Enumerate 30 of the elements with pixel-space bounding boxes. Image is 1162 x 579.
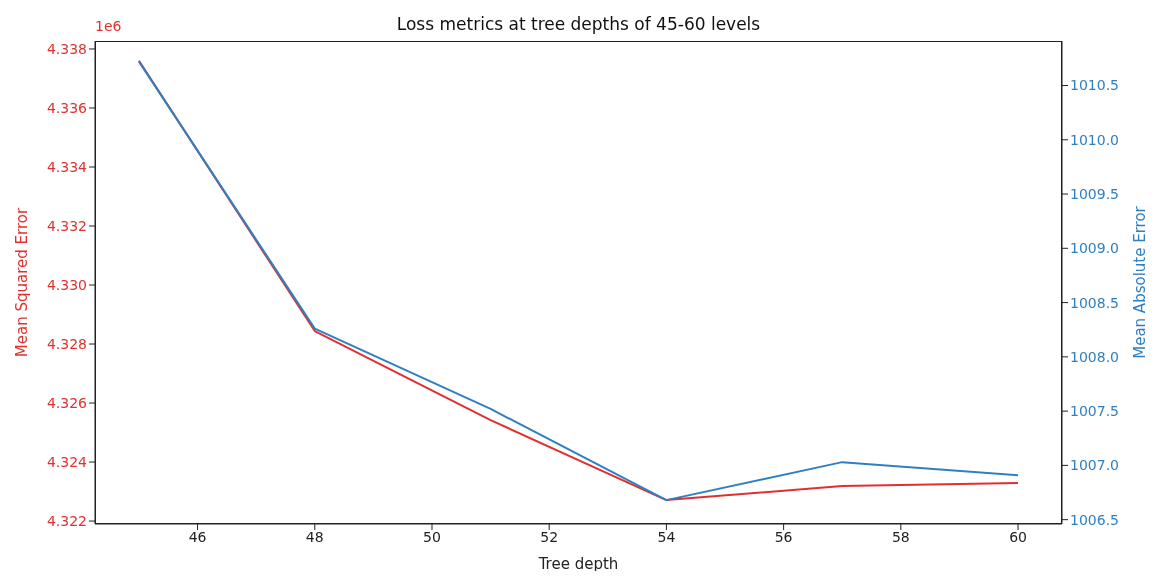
chart-title: Loss metrics at tree depths of 45-60 levels <box>396 14 761 34</box>
y-tick-label: 4.332 <box>46 217 87 234</box>
x-tick-label: 60 <box>1009 528 1027 545</box>
y2-tick-label: 1010.0 <box>1070 131 1119 148</box>
y2-tick-label: 1007.5 <box>1070 403 1119 420</box>
x-tick-label: 58 <box>891 528 910 545</box>
y2-tick-label: 1008.0 <box>1070 348 1119 365</box>
x-tick-label: 54 <box>657 528 676 545</box>
x-tick-label: 46 <box>188 528 207 545</box>
y-tick-label: 4.330 <box>46 276 87 293</box>
x-tick-label: 56 <box>774 528 793 545</box>
y-tick-label: 4.326 <box>46 395 88 411</box>
y2-tick-label: 1010.5 <box>1070 77 1119 94</box>
y2-tick-label: 1008.5 <box>1070 294 1119 311</box>
y2-tick-label: 1007.0 <box>1070 457 1119 474</box>
y-axis-title: Mean Squared Error <box>13 207 32 358</box>
y2-tick-label: 1006.5 <box>1070 511 1119 528</box>
y-tick-label: 4.336 <box>46 99 88 116</box>
y-tick-label: 4.338 <box>46 40 87 57</box>
y2-axis-title: Mean Absolute Error <box>1131 205 1150 359</box>
y-tick-label: 4.324 <box>46 454 88 471</box>
x-tick-label: 52 <box>540 528 559 545</box>
text: 1e6 <box>95 18 122 34</box>
y-tick-label: 4.334 <box>46 158 88 175</box>
y2-tick-label: 1009.0 <box>1070 240 1119 257</box>
y-tick-label: 4.328 <box>46 335 87 352</box>
x-tick-label: 50 <box>423 528 441 545</box>
y2-tick-label: 1009.5 <box>1070 186 1119 203</box>
y-tick-label: 4.322 <box>46 513 87 530</box>
x-tick-label: 48 <box>305 528 324 545</box>
